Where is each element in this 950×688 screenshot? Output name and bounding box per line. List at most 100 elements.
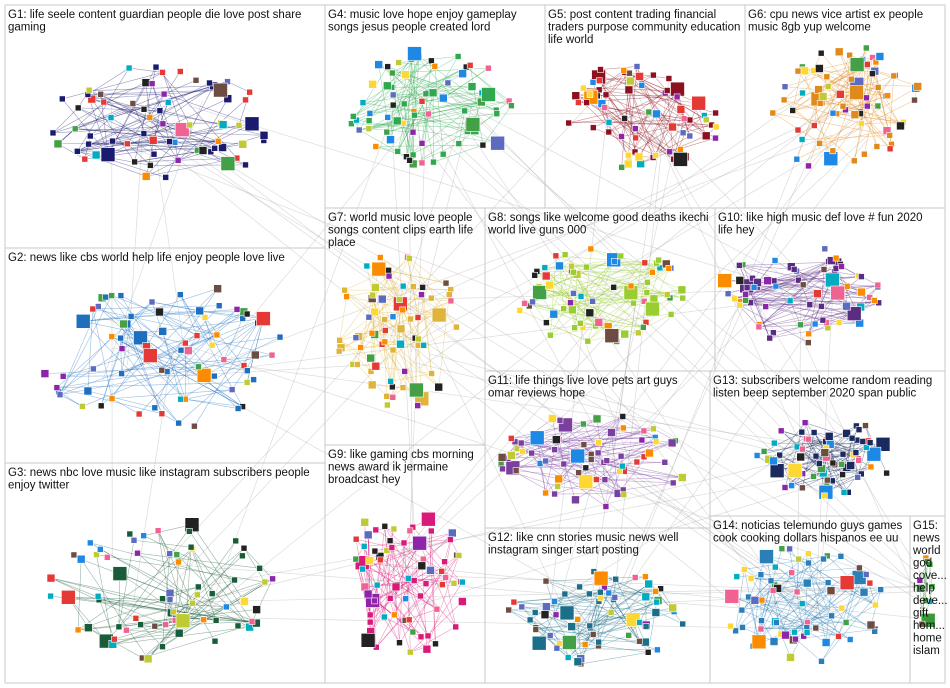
node[interactable] — [810, 473, 817, 480]
node[interactable] — [366, 611, 374, 619]
node[interactable] — [739, 624, 746, 631]
node[interactable] — [159, 595, 166, 603]
node[interactable] — [742, 291, 749, 298]
node[interactable] — [381, 522, 389, 530]
node[interactable] — [849, 57, 865, 72]
node[interactable] — [866, 439, 874, 447]
node[interactable] — [406, 255, 413, 262]
node[interactable] — [890, 72, 898, 80]
node[interactable] — [385, 272, 393, 280]
node[interactable] — [387, 377, 394, 385]
node[interactable] — [396, 339, 405, 349]
node[interactable] — [607, 428, 616, 437]
node[interactable] — [441, 558, 448, 566]
node[interactable] — [820, 555, 827, 563]
node[interactable] — [127, 313, 135, 320]
node[interactable] — [195, 363, 202, 371]
node[interactable] — [452, 623, 460, 631]
node[interactable] — [252, 605, 261, 614]
node[interactable] — [76, 554, 86, 564]
node[interactable] — [811, 320, 819, 328]
node[interactable] — [814, 85, 823, 94]
node[interactable] — [427, 294, 435, 302]
node[interactable] — [645, 448, 654, 458]
node[interactable] — [352, 334, 360, 342]
node[interactable] — [545, 280, 554, 290]
node[interactable] — [554, 483, 561, 490]
node[interactable] — [59, 372, 67, 380]
node[interactable] — [414, 341, 422, 349]
node[interactable] — [638, 82, 646, 89]
node[interactable] — [799, 89, 806, 97]
node[interactable] — [673, 93, 681, 101]
node[interactable] — [666, 148, 673, 156]
node[interactable] — [817, 49, 825, 57]
node[interactable] — [665, 264, 673, 272]
node[interactable] — [832, 265, 840, 272]
node[interactable] — [575, 99, 582, 106]
node[interactable] — [597, 66, 604, 73]
node[interactable] — [151, 404, 159, 412]
node[interactable] — [843, 282, 851, 290]
node[interactable] — [383, 128, 391, 136]
node[interactable] — [336, 336, 344, 344]
node[interactable] — [528, 449, 536, 457]
node[interactable] — [148, 80, 156, 87]
node[interactable] — [639, 323, 647, 331]
node[interactable] — [727, 622, 734, 630]
node[interactable] — [769, 456, 778, 466]
node[interactable] — [581, 641, 589, 648]
node[interactable] — [540, 610, 550, 620]
node[interactable] — [861, 150, 868, 158]
node[interactable] — [91, 150, 101, 160]
node[interactable] — [661, 458, 669, 466]
node[interactable] — [854, 473, 862, 481]
node[interactable] — [663, 291, 671, 299]
node[interactable] — [916, 584, 925, 593]
node[interactable] — [118, 370, 125, 377]
node[interactable] — [800, 66, 809, 76]
node[interactable] — [838, 604, 846, 612]
node[interactable] — [842, 619, 850, 626]
node[interactable] — [856, 564, 863, 572]
node[interactable] — [601, 476, 609, 484]
node[interactable] — [505, 606, 513, 614]
node[interactable] — [162, 174, 169, 181]
node[interactable] — [781, 484, 789, 491]
node[interactable] — [213, 331, 221, 339]
node[interactable] — [428, 370, 435, 377]
node[interactable] — [261, 578, 269, 586]
node[interactable] — [371, 261, 387, 277]
node[interactable] — [541, 271, 551, 281]
node[interactable] — [769, 637, 779, 646]
node[interactable] — [231, 576, 238, 584]
node[interactable] — [747, 575, 755, 582]
node[interactable] — [677, 473, 687, 482]
node[interactable] — [526, 616, 534, 624]
node[interactable] — [823, 476, 831, 484]
node[interactable] — [133, 330, 148, 346]
node[interactable] — [409, 628, 417, 636]
node[interactable] — [177, 395, 184, 403]
node[interactable] — [481, 87, 496, 102]
node[interactable] — [74, 626, 82, 634]
node[interactable] — [102, 293, 109, 301]
node[interactable] — [134, 549, 141, 557]
node[interactable] — [165, 588, 175, 598]
node[interactable] — [444, 79, 452, 87]
node[interactable] — [742, 296, 749, 304]
node[interactable] — [679, 620, 687, 628]
node[interactable] — [223, 603, 230, 611]
node[interactable] — [529, 430, 545, 446]
node[interactable] — [112, 566, 128, 581]
node[interactable] — [751, 634, 767, 650]
node[interactable] — [617, 452, 625, 460]
node[interactable] — [74, 148, 81, 155]
node[interactable] — [603, 457, 611, 465]
node[interactable] — [61, 589, 76, 605]
node[interactable] — [735, 276, 745, 285]
node[interactable] — [89, 305, 97, 313]
node[interactable] — [567, 305, 577, 315]
node[interactable] — [712, 134, 719, 142]
node[interactable] — [847, 75, 855, 83]
